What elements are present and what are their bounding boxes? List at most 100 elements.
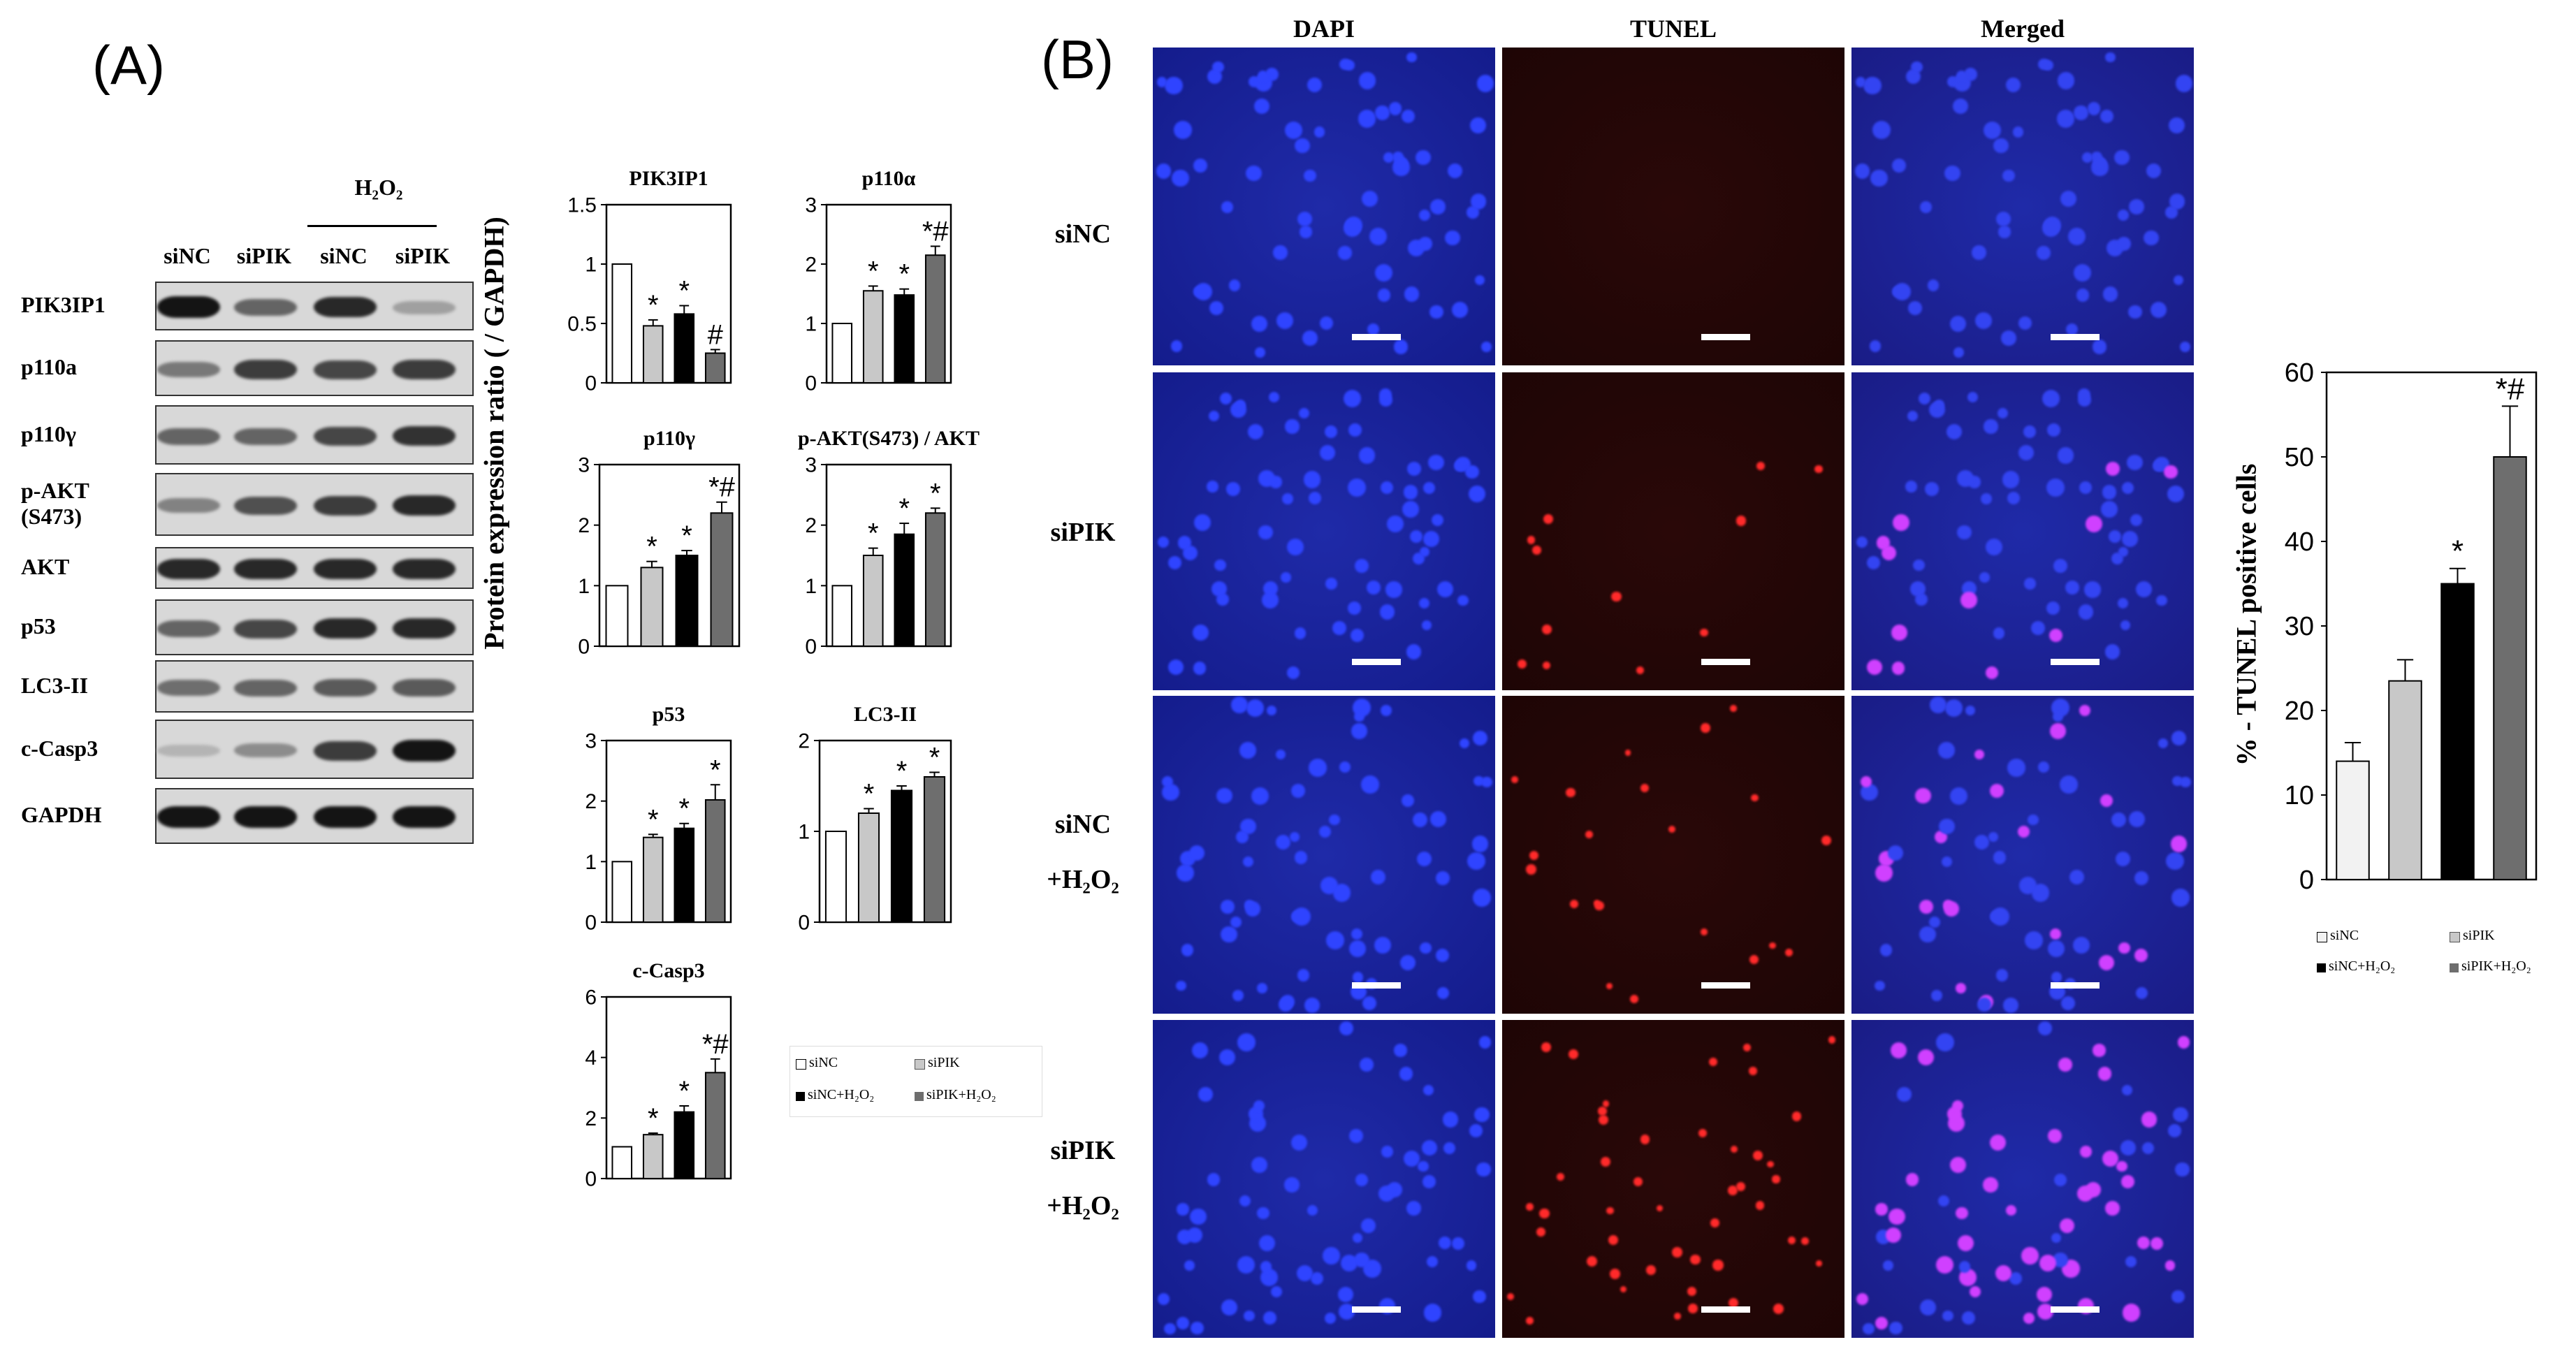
cell-nucleus (1476, 1162, 1491, 1177)
cell-nucleus (1710, 1218, 1719, 1227)
cell-nucleus (1320, 316, 1333, 330)
cell-nucleus (1184, 1260, 1195, 1271)
y-tick-label: 0 (585, 1168, 597, 1191)
cell-nucleus (1186, 1227, 1202, 1244)
cell-nucleus (2100, 500, 2118, 518)
cell-nucleus (1387, 516, 1404, 533)
cell-nucleus (1875, 1317, 1888, 1330)
y-tick-label: 0 (585, 912, 597, 935)
cell-nucleus (1237, 1033, 1256, 1051)
cell-nucleus (1303, 471, 1320, 488)
cell-nucleus (1856, 536, 1868, 548)
cell-nucleus (2146, 163, 2162, 179)
cell-nucleus (2098, 1067, 2112, 1081)
cell-nucleus (2086, 516, 2102, 533)
cell-nucleus (1889, 1321, 1903, 1335)
cell-nucleus (1290, 831, 1300, 842)
scale-bar (1352, 982, 1401, 989)
cell-nucleus (1880, 944, 1893, 956)
cell-nucleus (2031, 884, 2050, 902)
cell-nucleus (1255, 347, 1266, 358)
cell-nucleus (1640, 1135, 1650, 1145)
cell-nucleus (1354, 558, 1369, 574)
bar (611, 1146, 633, 1179)
cell-nucleus (1294, 627, 1306, 639)
blot-strip (155, 547, 474, 589)
blot-band (314, 618, 377, 639)
blot-band (157, 428, 220, 445)
bar (642, 1134, 664, 1179)
cell-nucleus (1281, 572, 1291, 583)
legend-b-item-0: siNC (2317, 928, 2359, 944)
cell-nucleus (1258, 1235, 1275, 1252)
significance-mark: *# (922, 217, 949, 247)
cell-nucleus (2079, 705, 2090, 717)
cell-nucleus (1885, 1227, 1901, 1244)
y-tick-label: 2 (798, 730, 810, 753)
cell-nucleus (1378, 1186, 1395, 1202)
cell-nucleus (1242, 856, 1254, 868)
cell-nucleus (1418, 209, 1431, 221)
cell-nucleus (1325, 931, 1344, 949)
cell-nucleus (2120, 1139, 2137, 1155)
cell-nucleus (1470, 117, 1487, 134)
significance-mark: * (710, 754, 721, 785)
legend-label: siPIK (2463, 928, 2495, 943)
cell-nucleus (1749, 1067, 1757, 1075)
cell-nucleus (1854, 163, 1870, 179)
cell-nucleus (1889, 1208, 1905, 1225)
cell-nucleus (1355, 1174, 1368, 1187)
cell-nucleus (1620, 1285, 1627, 1293)
cell-nucleus (1472, 730, 1487, 745)
blot-band (393, 559, 456, 580)
cell-nucleus (1430, 810, 1447, 827)
cell-nucleus (1457, 595, 1469, 606)
cell-nucleus (2057, 72, 2075, 89)
cell-nucleus (1404, 286, 1419, 302)
cell-nucleus (1995, 969, 2009, 982)
cell-nucleus (2053, 558, 2067, 574)
cell-nucleus (2128, 305, 2142, 319)
cell-nucleus (1413, 812, 1428, 827)
cell-nucleus (1269, 391, 1280, 402)
cell-nucleus (1946, 423, 1962, 439)
tunel-image (1502, 48, 1844, 365)
bar (611, 861, 633, 924)
cell-nucleus (1920, 201, 1932, 213)
scale-bar (1701, 334, 1750, 340)
cell-nucleus (1420, 942, 1432, 954)
panel-b-label: (B) (1041, 29, 1114, 90)
cell-nucleus (1426, 1255, 1438, 1267)
significance-mark: * (868, 256, 879, 286)
cell-nucleus (1172, 170, 1189, 187)
cell-nucleus (1191, 1321, 1205, 1335)
cell-nucleus (1690, 1254, 1701, 1265)
cell-nucleus (2039, 1254, 2057, 1271)
blot-band (314, 496, 377, 516)
cell-nucleus (2092, 340, 2107, 354)
blot-band (314, 360, 377, 379)
cell-nucleus (1855, 77, 1866, 87)
bar (2440, 583, 2475, 880)
cell-nucleus (2102, 485, 2117, 500)
cell-nucleus (1418, 236, 1433, 251)
cell-nucleus (1816, 1260, 1822, 1267)
cell-nucleus (1275, 750, 1286, 760)
cell-nucleus (1536, 1227, 1546, 1237)
cell-nucleus (1393, 340, 1409, 354)
cell-nucleus (2007, 491, 2021, 504)
cell-nucleus (1338, 1286, 1353, 1302)
cell-nucleus (1998, 226, 2011, 238)
cell-nucleus (1961, 1311, 1975, 1325)
cell-nucleus (1928, 279, 1940, 291)
cell-nucleus (2100, 109, 2114, 123)
cell-nucleus (1586, 1256, 1597, 1267)
cell-nucleus (2153, 460, 2164, 472)
cell-nucleus (1361, 775, 1379, 794)
significance-mark: * (646, 532, 657, 562)
cell-nucleus (1246, 699, 1264, 717)
cell-nucleus (1870, 170, 1888, 187)
cell-nucleus (1351, 928, 1363, 940)
cell-nucleus (1347, 478, 1366, 497)
cell-nucleus (2117, 597, 2128, 608)
